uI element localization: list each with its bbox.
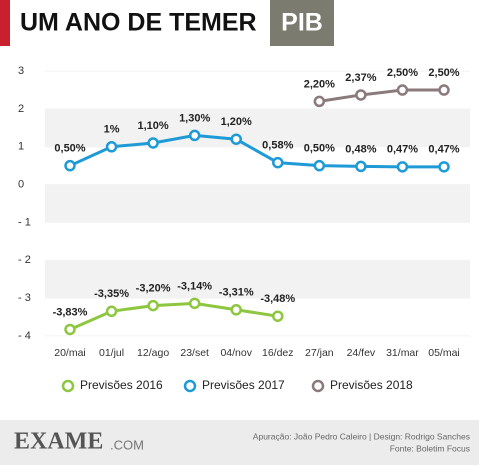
series-line (69, 301, 279, 331)
data-label: -3,20% (136, 283, 171, 295)
x-tick-label: 16/dez (262, 347, 294, 359)
data-point (272, 310, 284, 322)
data-label: 2,37% (345, 72, 376, 84)
series-line (69, 133, 444, 169)
series-line (319, 88, 444, 103)
y-tick-label: 3 (18, 65, 24, 77)
data-label: -3,14% (177, 280, 212, 292)
data-point (64, 323, 76, 336)
credits: Apuração: João Pedro Caleiro | Design: R… (253, 431, 470, 441)
data-label: -3,83% (53, 306, 88, 318)
y-tick-label: - 3 (18, 292, 31, 304)
data-point (396, 161, 409, 173)
x-tick-label: 24/fev (347, 347, 376, 359)
brand-suffix: .COM (110, 437, 144, 452)
data-label: 1,20% (221, 116, 252, 128)
data-point (272, 156, 284, 169)
data-point (147, 137, 159, 149)
data-point (313, 159, 326, 172)
grid-band (45, 108, 470, 147)
y-tick-label: 1 (18, 141, 24, 153)
data-label: 1% (104, 124, 120, 136)
legend-label: Previsões 2017 (202, 378, 285, 392)
chart-title: UM ANO DE TEMER (20, 9, 257, 37)
x-tick-label: 27/jan (305, 347, 334, 359)
plot: 3 2 1 0 - 1 - 2 - 3 - 4 20/mai 01/jul 12/ago 23/set… (18, 65, 470, 393)
title-accent (0, 0, 10, 46)
x-tick-label: 01/jul (99, 347, 124, 359)
source: Fonte: Boletim Focus (390, 443, 470, 453)
x-tick-label: 20/mai (54, 347, 86, 359)
legend-marker (311, 379, 325, 393)
brand: EXAME (14, 429, 103, 455)
legend-marker (183, 379, 197, 393)
chart-subtitle: PIB (281, 9, 323, 37)
data-label: 0,50% (54, 143, 85, 155)
data-point (105, 141, 118, 153)
subtitle-box (270, 0, 334, 46)
data-label: 2,20% (304, 78, 335, 90)
data-point (355, 89, 367, 101)
legend-label: Previsões 2018 (330, 378, 413, 392)
y-tick-label: - 4 (18, 330, 31, 342)
x-tick-label: 12/ago (137, 347, 169, 359)
y-tick-label: - 1 (18, 216, 31, 228)
data-label: 0,50% (304, 143, 335, 155)
data-label: 0,48% (345, 143, 376, 155)
y-tick-label: - 2 (18, 254, 31, 266)
data-label: 2,50% (387, 67, 418, 79)
data-point (313, 95, 326, 108)
data-point (438, 161, 450, 173)
x-tick-label: 31/mar (386, 347, 419, 359)
data-point (396, 84, 409, 96)
data-label: 0,58% (262, 140, 293, 152)
x-tick-label: 04/nov (220, 347, 252, 359)
data-point (355, 160, 367, 173)
data-label: 1,30% (179, 112, 210, 124)
data-point (438, 84, 450, 96)
data-point (64, 159, 76, 172)
data-label: -3,31% (219, 287, 254, 299)
grid-band (45, 184, 470, 223)
footer (0, 420, 479, 465)
data-label: 0,47% (428, 144, 459, 156)
x-tick-label: 23/set (180, 347, 209, 359)
data-point (230, 304, 242, 316)
data-point (188, 129, 201, 142)
data-label: 2,50% (428, 67, 459, 79)
legend-label: Previsões 2016 (80, 378, 163, 392)
data-label: -3,35% (94, 288, 129, 300)
data-point (147, 299, 159, 312)
data-point (105, 305, 118, 318)
data-label: 1,10% (138, 120, 169, 132)
grid-band (45, 260, 470, 299)
y-tick-label: 0 (18, 178, 24, 190)
data-point (188, 297, 201, 310)
x-tick-label: 05/mai (428, 347, 460, 359)
data-point (230, 133, 242, 145)
data-label: -3,48% (260, 293, 295, 305)
legend-marker (61, 379, 75, 393)
data-label: 0,47% (387, 144, 418, 156)
y-tick-label: 2 (18, 103, 24, 115)
